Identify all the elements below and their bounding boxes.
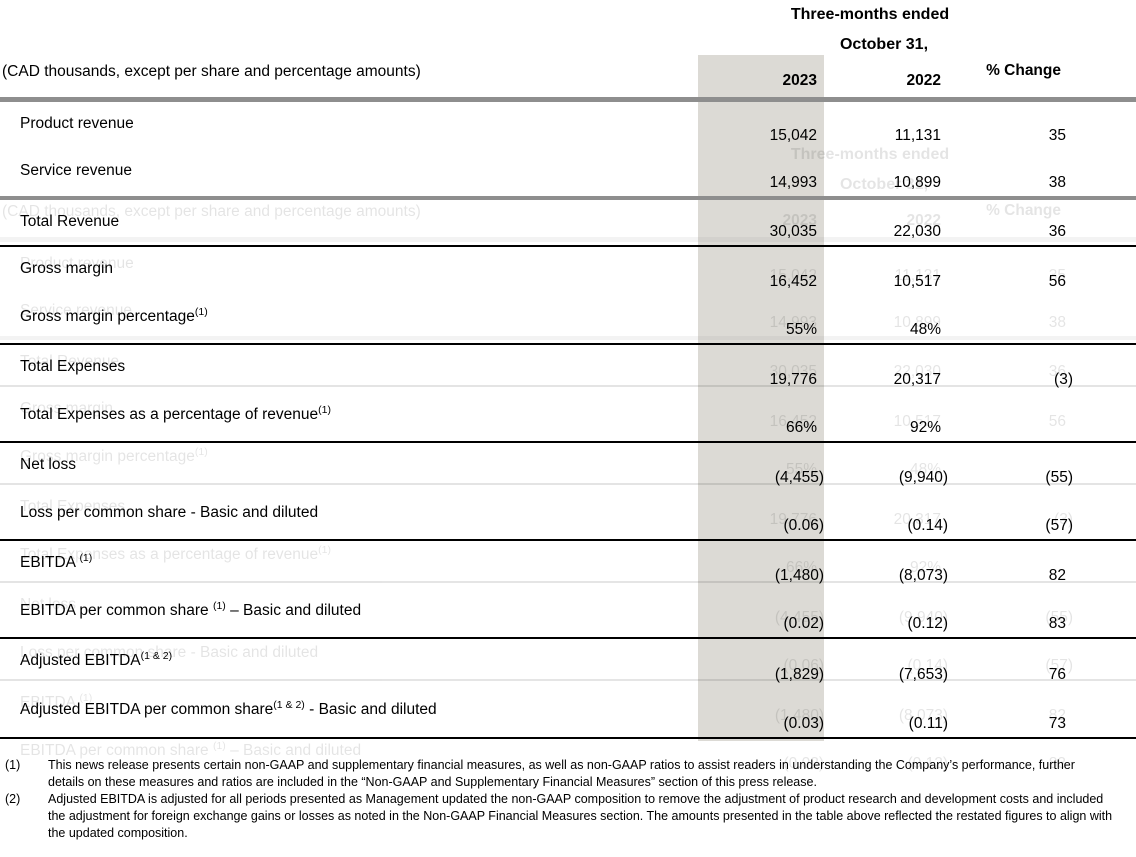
value-change: 73 — [1048, 715, 1066, 732]
value-2022: (9,940) — [898, 469, 948, 486]
footnote-marker: (1) — [5, 758, 21, 772]
footnote-text: This news release presents certain non-G… — [48, 758, 1075, 789]
value-2022: 10,517 — [893, 273, 941, 290]
table-row-service-revenue: Service revenue 14,993 10,899 38 — [0, 149, 1136, 196]
value-2023: (1,829) — [774, 666, 824, 683]
footnotes: (1) This news release presents certain n… — [0, 757, 1136, 842]
footnote-ref: (1) — [194, 305, 208, 318]
value-2022: 22,030 — [893, 223, 941, 240]
value-2022: 20,317 — [893, 371, 941, 388]
value-2023: (0.02) — [783, 615, 825, 632]
row-label: Loss per common share - Basic and dilute… — [20, 504, 319, 521]
table-row-loss-per-share: Loss per common share - Basic and dilute… — [0, 491, 1136, 539]
value-2022: 92% — [909, 419, 941, 436]
footnote-marker: (2) — [5, 792, 21, 806]
row-label: EBITDA (1) — [20, 551, 93, 571]
value-2023: (4,455) — [774, 469, 824, 486]
row-label: Total Expenses — [20, 358, 126, 375]
column-header-change: % Change — [986, 62, 1061, 79]
footnote-2: (2) Adjusted EBITDA is adjusted for all … — [0, 791, 1136, 842]
value-change: 36 — [1048, 223, 1066, 240]
value-change: 76 — [1048, 666, 1066, 683]
group-adjusted-ebitda: Adjusted EBITDA(1 & 2) (1,829) (7,653) 7… — [0, 639, 1136, 739]
footnote-ref: (1) — [318, 403, 331, 416]
value-2023: (1,480) — [774, 567, 824, 584]
value-2022: 48% — [909, 321, 941, 338]
value-change: 56 — [1048, 273, 1066, 290]
value-2023: 16,452 — [769, 273, 817, 290]
value-2022: (0.11) — [908, 715, 948, 732]
table-row-adjusted-ebitda-per-share: Adjusted EBITDA per common share(1 & 2) … — [0, 688, 1136, 737]
table-row-total-revenue: Total Revenue 30,035 22,030 36 — [0, 200, 1136, 245]
table-row-ebitda-per-share: EBITDA per common share (1) – Basic and … — [0, 589, 1136, 637]
group-gross-margin: Gross margin 16,452 10,517 56 Gross marg… — [0, 247, 1136, 345]
value-2022: (0.12) — [907, 615, 949, 632]
row-label: Service revenue — [20, 162, 133, 179]
table-row-gross-margin-percentage: Gross margin percentage(1) 55% 48% — [0, 295, 1136, 343]
footnote-text: Adjusted EBITDA is adjusted for all peri… — [48, 792, 1113, 840]
value-2023: (0.06) — [783, 517, 825, 534]
column-2023-highlight — [698, 55, 824, 741]
group-revenue: Product revenue 15,042 11,131 35 Service… — [0, 102, 1136, 200]
row-label: Product revenue — [20, 115, 134, 132]
value-change: 38 — [1048, 174, 1066, 191]
footnote-ref: (1) — [79, 551, 93, 564]
period-title-line1: Three-months ended — [790, 6, 950, 23]
units-note: (CAD thousands, except per share and per… — [2, 63, 421, 80]
group-expenses: Total Expenses 19,776 20,317 (3) Total E… — [0, 345, 1136, 443]
value-2023: (0.03) — [783, 715, 825, 732]
row-label: Gross margin — [20, 260, 114, 277]
period-title-line2: October 31, — [839, 36, 929, 53]
value-2023: 30,035 — [769, 223, 817, 240]
row-label: Gross margin percentage(1) — [20, 305, 208, 325]
financial-table: Three-months ended October 31, (CAD thou… — [0, 0, 1136, 739]
value-change: (3) — [1054, 371, 1073, 388]
value-2022: (0.14) — [907, 517, 949, 534]
table-row-ebitda: EBITDA (1) (1,480) (8,073) 82 — [0, 541, 1136, 589]
group-total-revenue: Total Revenue 30,035 22,030 36 — [0, 200, 1136, 247]
value-change: 35 — [1048, 127, 1066, 144]
row-label: Adjusted EBITDA(1 & 2) — [20, 649, 173, 669]
row-label: Total Revenue — [20, 213, 120, 230]
footnote-ref: (1) — [212, 599, 226, 612]
value-2023: 55% — [785, 321, 817, 338]
value-2022: 11,131 — [894, 127, 941, 144]
table-row-gross-margin: Gross margin 16,452 10,517 56 — [0, 247, 1136, 295]
value-change: (55) — [1045, 469, 1073, 486]
row-label: Adjusted EBITDA per common share(1 & 2) … — [20, 698, 437, 718]
table-header: Three-months ended October 31, (CAD thou… — [0, 0, 1136, 102]
row-label: Net loss — [20, 456, 76, 473]
value-2022: 10,899 — [893, 174, 941, 191]
value-2022: (7,653) — [898, 666, 948, 683]
footnote-ref: (1 & 2) — [140, 649, 173, 662]
footnote-ref: (1 & 2) — [273, 698, 305, 711]
table-row-expenses-percentage: Total Expenses as a percentage of revenu… — [0, 393, 1136, 441]
table-row-product-revenue: Product revenue 15,042 11,131 35 — [0, 102, 1136, 149]
value-2023: 19,776 — [769, 371, 817, 388]
table-row-net-loss: Net loss (4,455) (9,940) (55) — [0, 443, 1136, 491]
table-row-total-expenses: Total Expenses 19,776 20,317 (3) — [0, 345, 1136, 393]
value-2022: (8,073) — [898, 567, 948, 584]
value-change: 83 — [1048, 615, 1066, 632]
footnote-1: (1) This news release presents certain n… — [0, 757, 1136, 791]
row-label: Total Expenses as a percentage of revenu… — [20, 403, 331, 423]
value-2023: 14,993 — [769, 174, 817, 191]
value-change: (57) — [1045, 517, 1073, 534]
value-2023: 15,042 — [769, 127, 817, 144]
table-row-adjusted-ebitda: Adjusted EBITDA(1 & 2) (1,829) (7,653) 7… — [0, 639, 1136, 688]
column-header-2023: 2023 — [782, 72, 817, 89]
value-2023: 66% — [785, 419, 817, 436]
row-label: EBITDA per common share (1) – Basic and … — [20, 599, 362, 619]
column-header-2022: 2022 — [906, 72, 941, 89]
value-change: 82 — [1048, 567, 1066, 584]
group-ebitda: EBITDA (1) (1,480) (8,073) 82 EBITDA per… — [0, 541, 1136, 639]
group-net-loss: Net loss (4,455) (9,940) (55) Loss per c… — [0, 443, 1136, 541]
